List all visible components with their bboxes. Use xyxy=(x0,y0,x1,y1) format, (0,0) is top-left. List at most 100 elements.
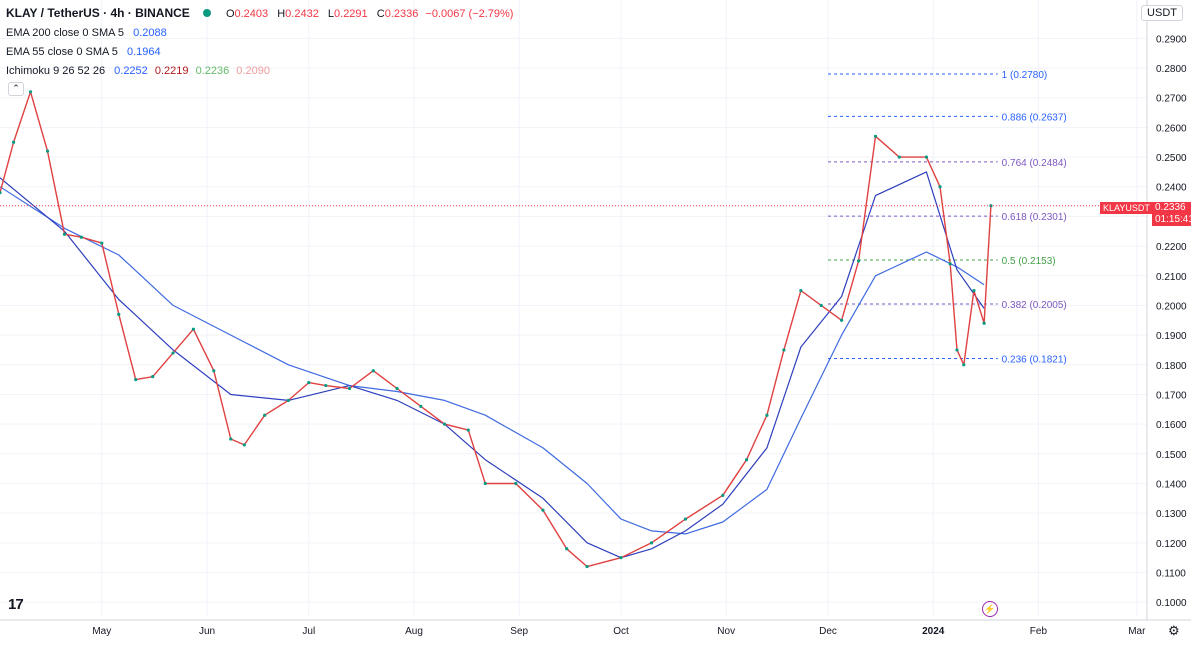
indicator-value: 0.2252 xyxy=(114,65,148,77)
price-point xyxy=(171,351,175,355)
price-point xyxy=(324,383,328,388)
x-tick-label: Jul xyxy=(302,626,315,637)
price-point xyxy=(62,232,67,236)
y-tick-label: 0.2900 xyxy=(1156,34,1187,45)
y-tick-label: 0.2500 xyxy=(1156,153,1187,164)
last-price: 0.2336 xyxy=(1155,202,1186,213)
indicator-value: 0.2236 xyxy=(195,65,230,77)
price-point xyxy=(514,481,518,486)
price-point xyxy=(782,348,786,352)
ema200-line xyxy=(0,186,985,535)
price-point xyxy=(839,318,844,322)
bar-countdown: 01:15:41 xyxy=(1155,214,1191,225)
price-point xyxy=(191,327,196,331)
price-point xyxy=(799,289,803,293)
currency-selector[interactable]: USDT xyxy=(1141,5,1183,21)
x-tick-label: May xyxy=(92,626,111,637)
y-tick-label: 0.1500 xyxy=(1156,450,1187,461)
indicator-ema200[interactable]: EMA 200 close 0 SMA 5 0.2088 xyxy=(6,26,167,40)
indicator-value: 0.1964 xyxy=(126,46,161,58)
y-tick-label: 0.2600 xyxy=(1156,123,1187,134)
fib-level-label: 1 (0.2780) xyxy=(1002,70,1048,81)
price-line xyxy=(0,91,992,568)
price-point xyxy=(938,185,942,189)
y-tick-label: 0.1100 xyxy=(1156,568,1186,579)
y-tick-label: 0.1600 xyxy=(1156,420,1187,431)
price-point xyxy=(242,443,246,447)
price-point xyxy=(28,90,33,94)
price-point xyxy=(962,363,966,367)
price-point xyxy=(585,564,589,569)
y-tick-label: 0.1900 xyxy=(1156,331,1187,342)
low-value: 0.2291 xyxy=(334,8,368,20)
fib-level-label: 0.618 (0.2301) xyxy=(1002,212,1067,223)
x-tick-label: Feb xyxy=(1030,626,1048,637)
symbol-price-tag: KLAYUSDT xyxy=(1100,202,1153,214)
x-tick-label: Oct xyxy=(613,626,629,637)
collapse-icon[interactable]: ⌃ xyxy=(8,82,24,96)
indicator-label[interactable]: EMA 55 close 0 SMA 5 xyxy=(6,46,118,58)
settings-gear-icon[interactable]: ⚙ xyxy=(1168,623,1180,638)
y-tick-label: 0.2700 xyxy=(1156,94,1187,105)
y-tick-label: 0.2000 xyxy=(1156,301,1187,312)
y-tick-label: 0.2800 xyxy=(1156,64,1187,75)
price-point xyxy=(541,508,545,512)
price-point xyxy=(897,155,901,159)
price-point xyxy=(286,398,291,402)
y-tick-label: 0.1800 xyxy=(1156,361,1187,372)
price-point xyxy=(955,348,959,352)
fib-level-label: 0.382 (0.2005) xyxy=(1002,300,1067,311)
market-status-icon xyxy=(202,9,211,17)
symbol-legend[interactable]: KLAY / TetherUS · 4h · BINANCE O0.2403 H… xyxy=(6,6,513,21)
fib-level-label: 0.5 (0.2153) xyxy=(1002,256,1056,267)
close-value: 0.2336 xyxy=(384,8,419,20)
symbol-title[interactable]: KLAY / TetherUS · 4h · BINANCE xyxy=(6,6,190,20)
price-point xyxy=(263,413,267,417)
indicator-ichimoku[interactable]: Ichimoku 9 26 52 26 0.2252 0.2219 0.2236… xyxy=(6,64,270,78)
open-value: 0.2403 xyxy=(234,8,269,20)
price-point xyxy=(619,556,623,560)
ohlc-values: O0.2403 H0.2432 L0.2291 C0.2336 −0.0067 … xyxy=(220,8,514,20)
price-point xyxy=(0,191,2,195)
price-point xyxy=(483,481,487,486)
chart-series xyxy=(0,90,1147,569)
x-tick-label: Aug xyxy=(405,626,423,637)
price-point xyxy=(151,375,155,379)
price-point xyxy=(212,369,216,373)
x-tick-label: Mar xyxy=(1128,626,1146,637)
indicator-value: 0.2219 xyxy=(154,65,189,77)
lightning-icon[interactable]: ⚡ xyxy=(982,601,998,617)
price-point xyxy=(982,321,986,325)
low-key: L xyxy=(327,8,335,20)
price-point xyxy=(11,140,16,144)
indicator-label[interactable]: EMA 200 close 0 SMA 5 xyxy=(6,27,125,39)
high-value: 0.2432 xyxy=(285,8,319,20)
y-tick-label: 0.1700 xyxy=(1156,390,1187,401)
price-point xyxy=(924,155,929,159)
x-tick-label: Nov xyxy=(717,626,735,637)
x-tick-label: Jun xyxy=(199,626,215,637)
indicator-label[interactable]: Ichimoku 9 26 52 26 xyxy=(6,65,106,77)
price-point xyxy=(744,458,749,462)
price-point xyxy=(79,235,84,239)
y-tick-label: 0.1400 xyxy=(1156,479,1187,490)
tradingview-logo-icon[interactable]: 17 xyxy=(8,596,24,613)
y-tick-label: 0.2200 xyxy=(1156,242,1187,253)
fib-level-label: 0.764 (0.2484) xyxy=(1002,158,1067,169)
price-point xyxy=(873,134,878,138)
price-point xyxy=(307,380,311,385)
price-point xyxy=(347,386,352,391)
indicator-value: 0.2088 xyxy=(133,27,167,39)
price-point xyxy=(134,378,138,382)
indicator-value: 0.2090 xyxy=(236,65,270,77)
ema55-line xyxy=(0,171,985,559)
price-point xyxy=(100,241,104,245)
price-point xyxy=(419,404,423,408)
price-point xyxy=(856,259,861,263)
high-key: H xyxy=(277,8,286,20)
indicator-ema55[interactable]: EMA 55 close 0 SMA 5 0.1964 xyxy=(6,45,161,59)
open-key: O xyxy=(225,8,235,20)
close-key: C xyxy=(376,8,385,20)
